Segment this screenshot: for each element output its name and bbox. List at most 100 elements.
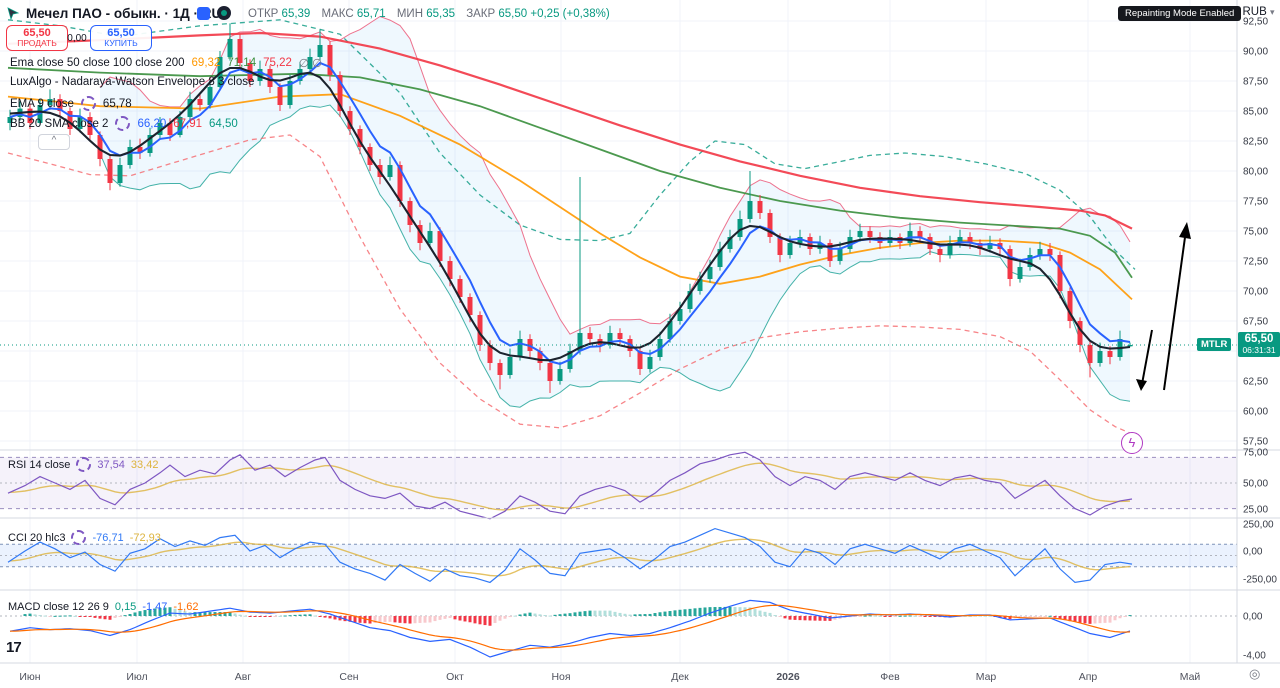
axis-tick: 92,50 xyxy=(1243,17,1268,28)
symbol-price-badge: MTLR xyxy=(1197,338,1232,351)
axis-tick: 50,00 xyxy=(1243,479,1268,490)
sell-label: ПРОДАТЬ xyxy=(17,38,57,49)
axis-tick: 62,50 xyxy=(1243,377,1268,388)
bb-lower-value: 64,50 xyxy=(209,117,238,130)
axis-tick: -250,00 xyxy=(1243,575,1277,586)
buy-price: 65,50 xyxy=(107,26,135,39)
loading-spinner-icon xyxy=(76,457,92,472)
ema-multi-label: Ema close 50 close 100 close 200 xyxy=(10,57,185,69)
legend-bb[interactable]: BB 20 SMA close 2 66,20 67,91 64,50 xyxy=(10,116,238,131)
chevron-down-icon: ▾ xyxy=(1269,7,1275,17)
symbol-title[interactable]: Мечел ПАО - обыкн. · 1Д · RUS xyxy=(26,6,231,21)
ema-empty-values: ∅ ∅ xyxy=(298,58,323,70)
open-value: 65,39 xyxy=(281,8,311,20)
lightning-button[interactable]: ϟ xyxy=(1121,432,1143,454)
time-axis-label: Ноя xyxy=(551,671,570,683)
axis-tick: 72,50 xyxy=(1243,257,1268,268)
loading-spinner-icon xyxy=(71,530,87,545)
close-label: ЗАКР xyxy=(466,8,496,20)
ema200-value: 75,22 xyxy=(263,57,292,69)
sell-button[interactable]: 65,50 ПРОДАТЬ xyxy=(6,25,68,51)
legend-rsi[interactable]: RSI 14 close 37,54 33,42 xyxy=(8,457,158,472)
clock-icon[interactable]: ◎ xyxy=(1249,666,1261,681)
time-axis-label: Апр xyxy=(1079,671,1098,683)
legend-macd[interactable]: MACD close 12 26 9 0,15 -1,47 -1,62 xyxy=(8,601,198,613)
legend-luxalgo[interactable]: LuxAlgo - Nadaraya-Watson Envelope 8 3 c… xyxy=(10,76,254,88)
time-axis-label: Фев xyxy=(880,671,900,683)
pane-separators xyxy=(0,0,1280,664)
currency-selector[interactable]: RUB ▾ xyxy=(1237,6,1280,18)
drawing-arrows[interactable] xyxy=(1136,222,1191,391)
grid-layer xyxy=(0,0,1237,663)
last-price-badge: 65,50 06:31:31 xyxy=(1238,332,1280,357)
bar-countdown: 06:31:31 xyxy=(1242,345,1276,356)
legend-cci[interactable]: CCI 20 hlc3 -76,71 -72,93 xyxy=(8,530,161,545)
axis-tick: 0,00 xyxy=(1243,547,1263,558)
fast-lines-layer xyxy=(9,61,1131,365)
axis-labels: 92,50 90,00 87,50 85,00 82,50 80,00 77,50 75,00… xyxy=(19,17,1277,684)
axis-tick: 70,00 xyxy=(1243,287,1268,298)
ema50-value: 69,32 xyxy=(191,57,221,69)
legend-ema9[interactable]: EMA 9 close 65,78 xyxy=(10,96,132,111)
ohlc-row: ОТКР 65,39 МАКС 65,71 МИН 65,35 ЗАКР 65,… xyxy=(248,8,610,20)
time-axis-label: Мар xyxy=(976,671,997,683)
time-axis-label: Дек xyxy=(671,671,689,683)
spread-value: 0,00 xyxy=(67,33,87,44)
time-axis-label: Май xyxy=(1180,671,1201,683)
bb-basis-value: 66,20 xyxy=(137,117,167,130)
loading-spinner-icon xyxy=(80,96,96,111)
axis-tick: 75,00 xyxy=(1243,227,1268,238)
low-value: 65,35 xyxy=(426,8,455,20)
axis-tick: 60,00 xyxy=(1243,407,1268,418)
high-value: 65,71 xyxy=(356,8,386,20)
time-axis-label: Авг xyxy=(235,671,252,683)
cci-value: -76,71 xyxy=(92,531,124,544)
time-axis-label: Июн xyxy=(19,671,40,683)
candles-layer xyxy=(7,23,1133,393)
axis-tick: 82,50 xyxy=(1243,137,1268,148)
buy-button[interactable]: 65,50 КУПИТЬ xyxy=(90,25,152,51)
low-label: МИН xyxy=(396,8,423,20)
flag-icon[interactable] xyxy=(197,7,210,20)
time-axis-label: Июл xyxy=(126,671,147,683)
time-axis-label: 2026 xyxy=(776,671,800,683)
axis-tick: 77,50 xyxy=(1243,197,1268,208)
legend-ema-multi[interactable]: Ema close 50 close 100 close 200 69,32 7… xyxy=(10,56,322,70)
last-price-value: 65,50 xyxy=(1244,333,1274,345)
high-label: МАКС xyxy=(321,8,354,20)
rsi-value: 37,54 xyxy=(97,458,125,471)
axis-tick: 75,00 xyxy=(1243,448,1268,459)
axis-tick: 57,50 xyxy=(1243,437,1268,448)
tradingview-logo[interactable]: 17 xyxy=(6,639,22,656)
cursor-icon xyxy=(7,7,20,20)
axis-tick: 25,00 xyxy=(1243,505,1268,516)
macd-hist-value: 0,15 xyxy=(114,601,137,613)
time-axis-label: Окт xyxy=(446,671,464,683)
axis-tick: 87,50 xyxy=(1243,77,1268,88)
currency-label: RUB xyxy=(1242,6,1267,18)
buy-label: КУПИТЬ xyxy=(104,38,138,49)
cci-label: CCI 20 hlc3 xyxy=(8,531,66,544)
change-value: +0,25 (+0,38%) xyxy=(530,8,610,20)
axis-tick: 250,00 xyxy=(1243,520,1274,531)
cci-ma-value: -72,93 xyxy=(129,531,161,544)
axis-tick: 80,00 xyxy=(1243,167,1268,178)
macd-pane xyxy=(0,599,1237,658)
ema9-label: EMA 9 close xyxy=(10,97,74,110)
repaint-tooltip: Repainting Mode Enabled xyxy=(1118,6,1242,21)
axis-tick: 0,00 xyxy=(1243,612,1263,623)
axis-tick: 67,50 xyxy=(1243,317,1268,328)
luxalgo-label: LuxAlgo - Nadaraya-Watson Envelope 8 3 c… xyxy=(10,76,255,88)
rsi-pane xyxy=(0,451,1237,520)
rsi-ma-value: 33,42 xyxy=(130,458,159,471)
bb-upper-value: 67,91 xyxy=(173,117,203,130)
axis-tick: -4,00 xyxy=(1243,651,1266,662)
cci-pane xyxy=(0,527,1237,584)
axis-tick: 90,00 xyxy=(1243,47,1268,58)
close-value: 65,50 xyxy=(498,8,528,20)
bollinger-layer xyxy=(99,15,1131,408)
legend-collapse-button[interactable]: ^ xyxy=(38,134,70,150)
axis-tick: 85,00 xyxy=(1243,107,1268,118)
